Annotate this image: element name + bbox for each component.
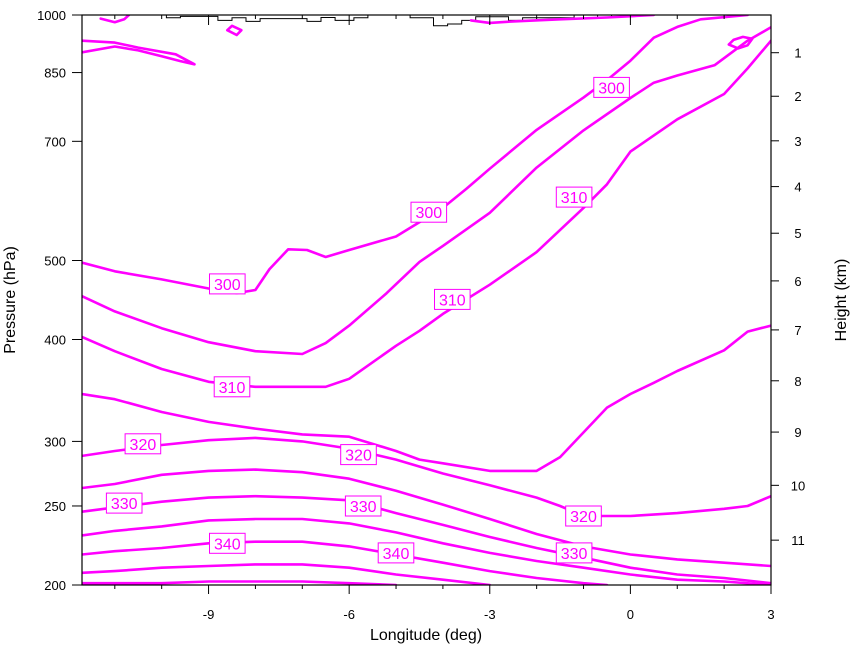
height-tick-label: 9 [794, 425, 801, 440]
x-tick-label: 3 [767, 607, 774, 622]
pressure-tick-label: 1000 [37, 8, 66, 23]
contour-label-box [213, 376, 251, 398]
height-tick-label: 8 [794, 374, 801, 389]
right-axis-title: Height (km) [833, 259, 850, 342]
contour-label-box [434, 288, 471, 310]
contour-line-320 [82, 436, 771, 518]
contour-label-320: 320 [570, 509, 597, 526]
contour-label-330: 330 [350, 499, 377, 516]
contour-label-310: 310 [219, 380, 246, 397]
contour-line-300 [469, 15, 656, 25]
contour-label-320: 320 [130, 437, 157, 454]
height-tick-label: 11 [791, 533, 805, 548]
height-tick-label: 10 [791, 478, 805, 493]
pressure-ticks: 200 250 300 400 500 700 850 1000 [37, 8, 82, 593]
height-tick-label: 3 [794, 134, 801, 149]
contour-label-340: 340 [214, 536, 241, 553]
pressure-tick-label: 850 [44, 66, 66, 81]
pressure-tick-label: 500 [44, 253, 66, 268]
contour-line-330 [82, 468, 771, 568]
contour-label-box [209, 273, 246, 295]
contour-label-300: 300 [415, 205, 442, 222]
contour-label-310: 310 [439, 292, 466, 309]
height-tick-label: 1 [794, 46, 801, 61]
x-axis-title: Longitude (deg) [370, 627, 482, 644]
contour-lines [82, 15, 771, 585]
contour-label-box [105, 492, 143, 514]
contour-label-box [209, 532, 246, 554]
contour-line-310 [82, 26, 771, 356]
plot-frame [81, 14, 772, 586]
contour-label-box [410, 201, 448, 223]
contour-label-box [340, 444, 377, 466]
height-tick-label: 4 [794, 180, 801, 195]
pressure-tick-label: 300 [44, 434, 66, 449]
contour-line-300 [226, 24, 243, 37]
contour-line-330 [82, 494, 771, 585]
contour-line-340 [82, 540, 609, 585]
pressure-tick-label: 400 [44, 333, 66, 348]
x-ticks: -9 -6 -3 0 3 [114, 15, 775, 622]
contour-label-320: 320 [345, 448, 372, 465]
height-tick-label: 6 [794, 274, 801, 289]
height-tick-label: 2 [794, 89, 801, 104]
contour-line-300 [82, 39, 196, 66]
contour-labels: 300 300 300 310 310 310 320 320 320 330 330 330 340 3… [105, 76, 630, 564]
pressure-tick-label: 700 [44, 134, 66, 149]
height-ticks: 1 2 3 4 5 6 7 8 9 10 11 [771, 46, 805, 548]
contour-label-box [593, 76, 630, 98]
x-tick-label: -6 [343, 607, 355, 622]
contour-label-box [377, 542, 415, 564]
x-tick-label: 0 [627, 607, 634, 622]
contour-label-box [555, 542, 593, 564]
contour-label-300: 300 [214, 277, 241, 294]
contour-line-340 [82, 580, 398, 585]
contour-label-box [555, 186, 593, 208]
pressure-tick-label: 250 [44, 499, 66, 514]
height-tick-label: 7 [794, 323, 801, 338]
contour-line-320 [82, 324, 771, 473]
height-tick-label: 5 [794, 226, 801, 241]
contour-line-340 [82, 563, 492, 585]
contour-label-330: 330 [561, 546, 588, 563]
contour-label-box [124, 433, 162, 455]
contour-line-340 [82, 517, 771, 585]
contour-line-300 [727, 35, 754, 50]
contour-label-340: 340 [383, 546, 410, 563]
left-axis-title: Pressure (hPa) [2, 246, 19, 354]
contour-label-box [565, 505, 602, 527]
x-tick-label: -9 [203, 607, 215, 622]
contour-label-330: 330 [111, 496, 138, 513]
contour-label-box [344, 495, 382, 517]
x-tick-label: -3 [484, 607, 496, 622]
contour-label-300: 300 [598, 80, 625, 97]
contour-line-310 [82, 39, 771, 389]
contour-line-300 [99, 15, 131, 24]
pressure-tick-label: 200 [44, 578, 66, 593]
contour-label-310: 310 [561, 190, 588, 207]
